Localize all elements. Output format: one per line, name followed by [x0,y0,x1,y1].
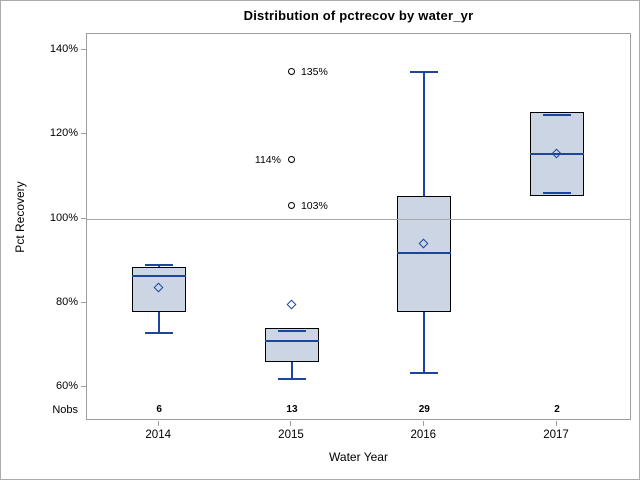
y-tick-label: 80% [55,295,78,308]
outlier-point [287,202,295,210]
box-2015 [264,328,319,363]
y-tick-label: 140% [49,43,78,56]
x-axis-title: Water Year [329,450,388,464]
median-line [530,152,584,155]
whisker-cap-lower [277,377,306,380]
x-tick-label: 2015 [278,429,304,441]
median-line [397,251,452,254]
x-tick-label: 2014 [145,429,171,441]
outlier-label: 114% [254,154,281,167]
y-axis-title: Pct Recovery [13,181,27,253]
y-tick-label: 60% [55,379,78,392]
nobs-value: 13 [286,404,298,415]
whisker-cap-upper [543,113,571,116]
whisker-stem-lower [423,311,426,373]
whisker-stem-upper [423,71,426,196]
x-tick-mark [290,421,292,426]
y-tick-mark [81,385,86,387]
nobs-header: Nobs [52,404,78,416]
nobs-value: 29 [418,404,430,415]
outlier-label: 103% [300,200,328,213]
chart-title: Distribution of pctrecov by water_yr [243,8,474,23]
nobs-value: 2 [554,404,560,415]
y-tick-label: 120% [49,127,78,140]
outlier-label: 135% [300,65,328,78]
y-tick-mark [81,301,86,303]
whisker-cap-upper [277,330,306,333]
whisker-stem-lower [158,311,161,333]
y-tick-mark [81,217,86,219]
mean-diamond-marker [286,299,297,310]
x-tick-mark [422,421,424,426]
reference-line [87,218,630,220]
whisker-cap-upper [410,70,439,73]
box-2016 [397,195,452,312]
whisker-cap-upper [145,264,174,267]
x-tick-mark [157,421,159,426]
median-line [132,274,187,277]
whisker-stem-upper [158,265,161,268]
x-tick-label: 2017 [543,429,569,441]
box-2014 [132,267,187,312]
whisker-cap-lower [145,331,174,334]
plot-area: 6 135% 114% 103% 13 29 2 [86,33,631,420]
whisker-stem-lower [290,362,293,379]
y-tick-mark [81,133,86,135]
outlier-point [287,156,295,164]
x-tick-mark [555,421,557,426]
whisker-cap-lower [410,371,439,374]
y-tick-mark [81,49,86,51]
median-line [264,340,319,343]
x-tick-label: 2016 [410,429,437,441]
outlier-point [287,67,295,75]
nobs-value: 6 [156,404,162,415]
whisker-cap-lower [543,191,571,194]
y-tick-label: 100% [49,211,78,224]
